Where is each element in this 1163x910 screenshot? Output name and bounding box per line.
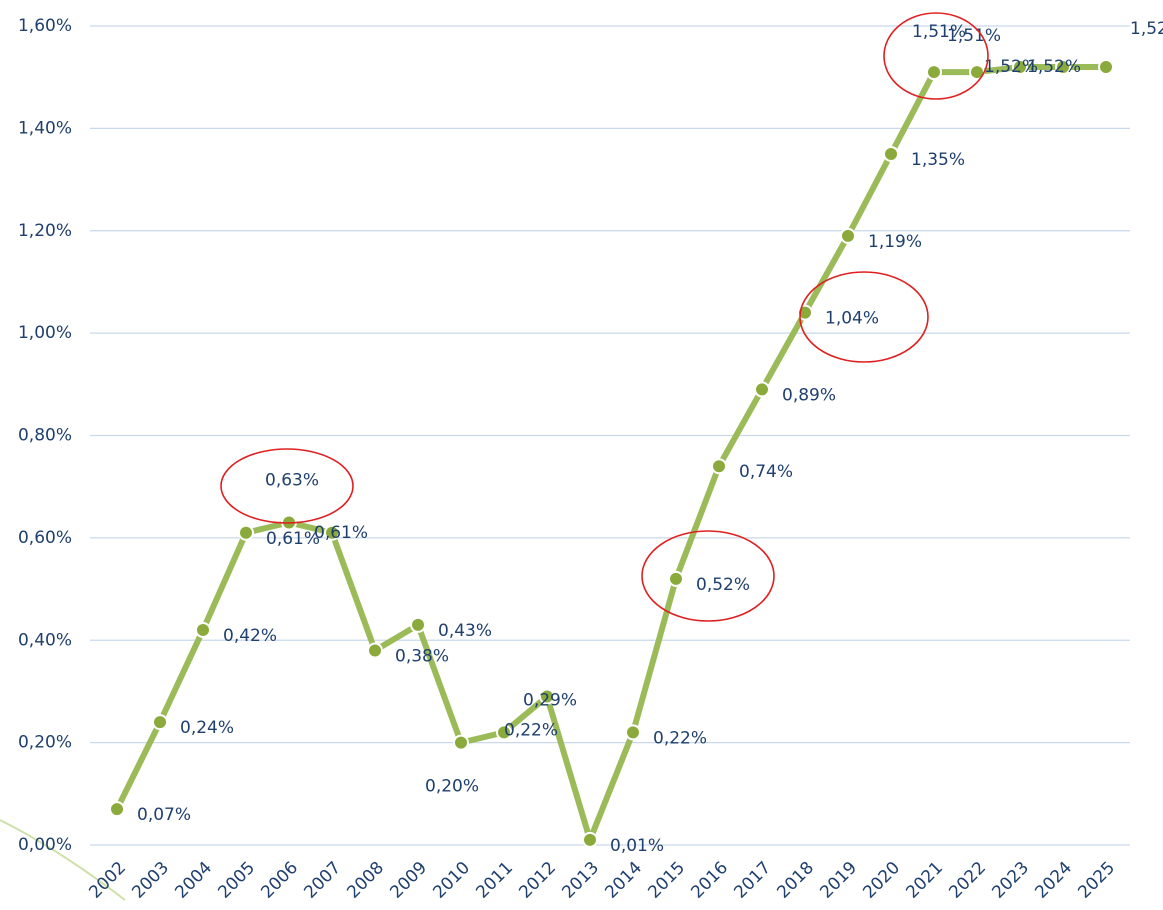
marker	[324, 524, 340, 541]
highlight	[641, 530, 775, 622]
x-tick-label: 2015	[644, 858, 689, 903]
marker	[152, 714, 168, 731]
data-label: 1,35%	[911, 150, 965, 170]
x-tick-label: 2005	[214, 858, 259, 903]
marker	[926, 64, 942, 81]
x-tick-label: 2013	[558, 858, 603, 903]
x-tick-label: 2010	[429, 858, 474, 903]
data-label: 1,52%	[1130, 19, 1163, 39]
data-label: 1,52%	[1027, 57, 1081, 77]
plot: 0,00% 0,20% 0,40% 0,60% 0,80% 1,00% 1,20% 1,40%…	[18, 16, 1163, 903]
x-tick-label: 2014	[601, 858, 646, 903]
x-tick-label: 2016	[687, 858, 732, 903]
data-label: 0,24%	[180, 718, 234, 738]
y-tick-label: 0,80%	[18, 426, 72, 446]
line	[114, 63, 1106, 843]
marker	[109, 801, 125, 818]
y-tick-label: 0,00%	[18, 835, 72, 855]
data-label: 1,04%	[825, 309, 879, 329]
marker	[238, 524, 254, 541]
x-tick-label: 2009	[386, 858, 431, 903]
x-tick-label: 2021	[902, 858, 947, 903]
data-label: 0,42%	[223, 626, 277, 646]
data-label: 0,43%	[438, 621, 492, 641]
marker	[367, 642, 383, 659]
x-tick-label: 2004	[171, 858, 216, 903]
x-tick-label: 2023	[988, 858, 1033, 903]
x-tick-label: 2022	[945, 858, 990, 903]
data-label: 0,52%	[696, 575, 750, 595]
x-tick-label: 2003	[128, 858, 173, 903]
data-label: 1,52%	[984, 57, 1038, 77]
decoration	[0, 819, 126, 901]
x-tick-label: 2002	[85, 858, 130, 903]
x-tick-label: 2012	[515, 858, 560, 903]
marker	[582, 831, 598, 848]
data-label: 0,22%	[653, 728, 707, 748]
highlight	[883, 12, 989, 100]
x-tick-label: 2007	[300, 858, 345, 903]
marker	[840, 227, 856, 244]
data-label: 0,07%	[137, 805, 191, 825]
data-label: 0,89%	[782, 385, 836, 405]
y-tick-label: 1,60%	[18, 16, 72, 36]
y-tick-label: 1,00%	[18, 323, 72, 343]
data-label: 0,38%	[395, 646, 449, 666]
y-tick-label: 1,20%	[18, 221, 72, 241]
marker	[453, 734, 469, 751]
data-label: 0,01%	[610, 836, 664, 856]
data-label: 1,51%	[912, 22, 966, 42]
marker	[754, 381, 770, 398]
marker	[1098, 58, 1114, 75]
y-tick-label: 1,40%	[18, 118, 72, 138]
marker	[539, 688, 555, 705]
data-label: 0,22%	[504, 720, 558, 740]
y-tick-label: 0,60%	[18, 528, 72, 548]
marker	[1012, 58, 1028, 75]
highlight	[799, 271, 929, 363]
marker	[625, 724, 641, 741]
y-tick-label: 0,40%	[18, 630, 72, 650]
marker	[883, 145, 899, 162]
y-tick-label: 0,20%	[18, 733, 72, 753]
marker	[711, 458, 727, 475]
marker	[410, 616, 426, 633]
marker	[668, 570, 684, 587]
data-label: 0,29%	[523, 691, 577, 711]
marker	[195, 622, 211, 639]
data-label: 0,20%	[425, 777, 479, 797]
x-tick-label: 2019	[816, 858, 861, 903]
x-tick-label: 2008	[343, 858, 388, 903]
x-tick-label: 2024	[1031, 858, 1076, 903]
x-tick-label: 2020	[859, 858, 904, 903]
data-label: 0,61%	[314, 523, 368, 543]
data-label: 0,61%	[266, 529, 320, 549]
data-label: 1,19%	[868, 232, 922, 252]
marker	[1055, 58, 1071, 75]
data-label: 1,51%	[947, 26, 1001, 46]
data-label: 0,63%	[265, 471, 319, 491]
x-tick-label: 2006	[257, 858, 302, 903]
data-label: 0,74%	[739, 462, 793, 482]
marker	[496, 724, 512, 741]
x-tick-label: 2025	[1074, 858, 1119, 903]
x-tick-label: 2017	[730, 858, 775, 903]
x-tick-label: 2011	[472, 858, 517, 903]
x-tick-label: 2018	[773, 858, 818, 903]
annotations	[220, 12, 989, 622]
highlight	[220, 448, 354, 524]
